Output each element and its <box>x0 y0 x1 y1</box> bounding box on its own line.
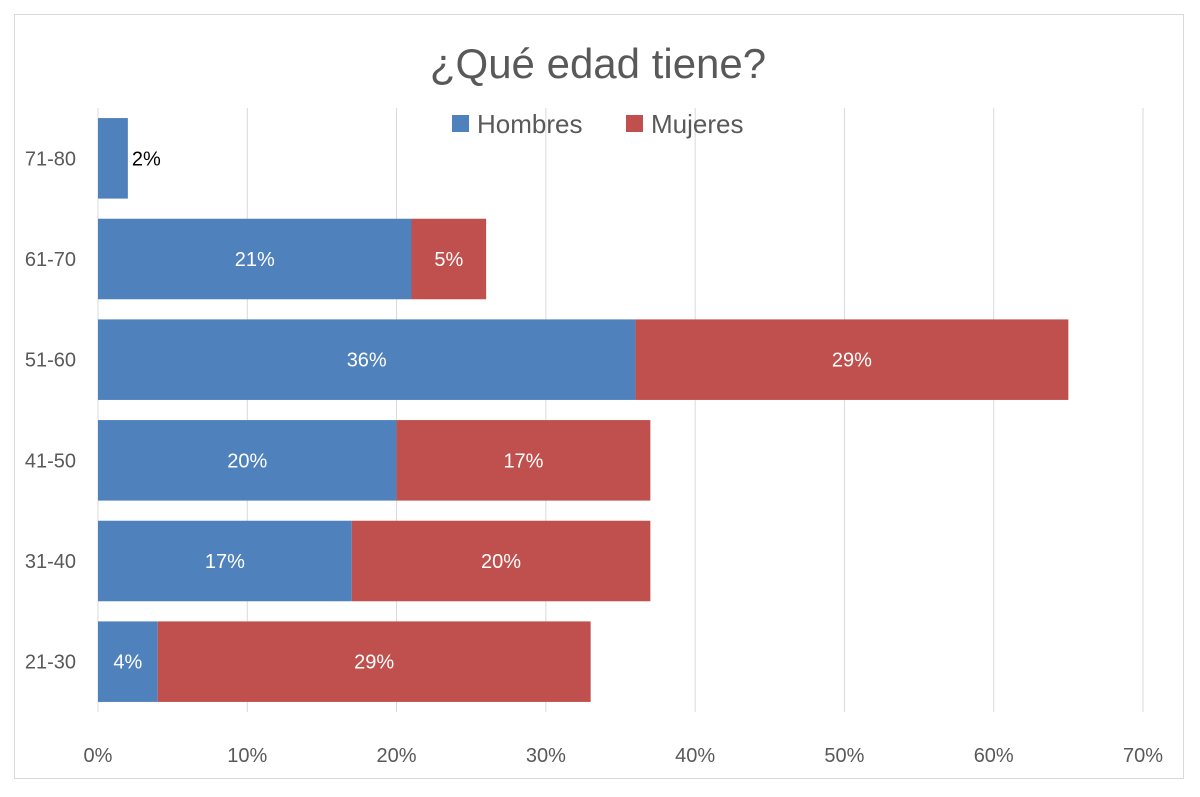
y-tick-label: 21-30 <box>25 652 76 674</box>
bar-mujeres-21-30 <box>157 621 591 702</box>
bar-hombres-61-70 <box>98 218 412 300</box>
y-tick-label: 41-50 <box>25 450 76 472</box>
chart-title: ¿Qué edad tiene? <box>430 40 766 87</box>
x-tick-label: 0% <box>84 745 113 767</box>
bar-mujeres-61-70 <box>411 218 487 300</box>
data-labels: 4% 29% 17% 20% 20% 17% 36% 29% 21% 5% 2% <box>113 148 872 673</box>
legend-swatch <box>626 115 643 132</box>
data-label: 29% <box>354 652 394 674</box>
data-label: 36% <box>347 350 387 372</box>
y-tick-label: 51-60 <box>25 350 76 372</box>
y-axis-ticks: 21-30 31-40 41-50 51-60 61-70 71-80 <box>25 148 76 673</box>
data-label: 29% <box>832 350 872 372</box>
legend: Hombres Mujeres <box>452 109 743 139</box>
bar-hombres-31-40 <box>98 520 352 602</box>
x-axis-ticks: 0% 10% 20% 30% 40% 50% 60% 70% <box>84 745 1164 767</box>
bar-hombres-41-50 <box>98 420 397 501</box>
data-label: 4% <box>113 652 142 674</box>
data-label: 20% <box>481 551 521 573</box>
bar-mujeres-41-50 <box>396 420 651 501</box>
data-label: 20% <box>227 450 267 472</box>
gridlines <box>97 108 1144 712</box>
x-tick-label: 40% <box>675 745 715 767</box>
x-tick-label: 70% <box>1123 745 1163 767</box>
legend-label: Mujeres <box>651 109 743 139</box>
bar-mujeres-31-40 <box>351 520 651 602</box>
x-tick-label: 30% <box>526 745 566 767</box>
x-tick-label: 60% <box>974 745 1014 767</box>
legend-label: Hombres <box>477 109 582 139</box>
data-label: 2% <box>132 148 161 170</box>
x-tick-label: 20% <box>377 745 417 767</box>
x-tick-label: 50% <box>824 745 864 767</box>
data-label: 21% <box>235 249 275 271</box>
bar-hombres-71-80 <box>98 118 128 199</box>
x-tick-label: 10% <box>227 745 267 767</box>
legend-swatch <box>452 115 469 132</box>
data-label: 5% <box>434 249 463 271</box>
y-tick-label: 61-70 <box>25 249 76 271</box>
data-label: 17% <box>205 551 245 573</box>
y-tick-label: 71-80 <box>25 148 76 170</box>
bar-mujeres-51-60 <box>635 319 1069 400</box>
y-tick-label: 31-40 <box>25 551 76 573</box>
bars <box>98 118 1069 702</box>
bar-hombres-21-30 <box>98 621 158 702</box>
data-label: 17% <box>503 450 543 472</box>
bar-hombres-51-60 <box>98 319 636 400</box>
